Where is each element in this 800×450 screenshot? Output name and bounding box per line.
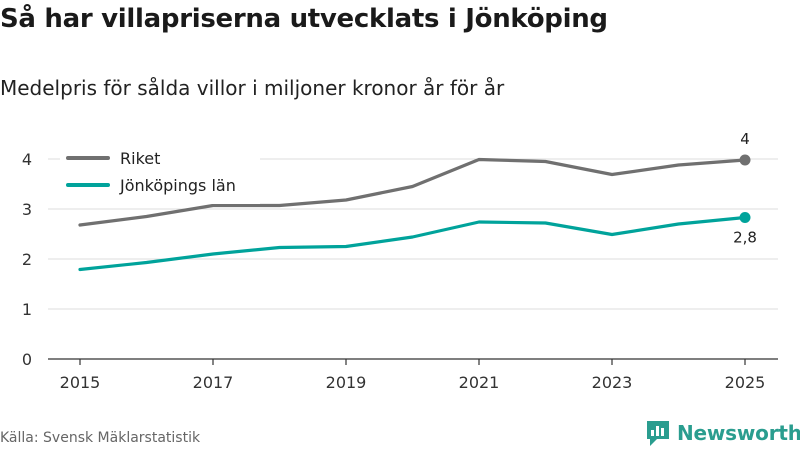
brand-logo: Newsworthy [645, 419, 800, 447]
series-line-0 [78, 157, 747, 227]
series-lines [78, 154, 751, 272]
chart-subtitle: Medelpris för sålda villor i miljoner kr… [0, 76, 505, 100]
legend-background [60, 142, 260, 204]
x-axis: 2015 2017 2019 2021 2023 2025 [48, 358, 778, 392]
y-axis-ticks: 0 1 2 3 4 [22, 150, 32, 369]
end-labels: 42,8 [733, 130, 757, 247]
source-note: Källa: Svensk Mäklarstatistik [0, 430, 201, 446]
x-tick-label: 2019 [326, 373, 367, 392]
y-tick-label: 3 [22, 200, 32, 219]
line-chart: 0 1 2 3 4 2015 2017 2019 2021 2023 2025 Riket Jönk… [22, 130, 778, 392]
series-line-1 [78, 215, 747, 272]
legend: Riket Jönköpings län [60, 142, 260, 204]
legend-label-0: Riket [120, 149, 160, 168]
x-tick-label: 2025 [725, 373, 766, 392]
y-tick-label: 4 [22, 150, 32, 169]
y-tick-label: 0 [22, 350, 32, 369]
y-tick-label: 1 [22, 300, 32, 319]
brand-name: Newsworthy [677, 421, 800, 445]
newsworthy-logo-icon [647, 421, 669, 446]
end-label-0: 4 [740, 130, 750, 148]
x-tick-label: 2021 [459, 373, 500, 392]
x-tick-label: 2015 [60, 373, 101, 392]
legend-label-1: Jönköpings län [119, 176, 236, 195]
y-tick-label: 2 [22, 250, 32, 269]
chart-title: Så har villapriserna utvecklats i Jönköp… [0, 4, 608, 34]
x-tick-label: 2023 [592, 373, 633, 392]
x-tick-label: 2017 [193, 373, 234, 392]
series-end-point-1 [739, 212, 751, 223]
series-end-point-0 [739, 154, 751, 166]
end-label-1: 2,8 [733, 229, 757, 247]
